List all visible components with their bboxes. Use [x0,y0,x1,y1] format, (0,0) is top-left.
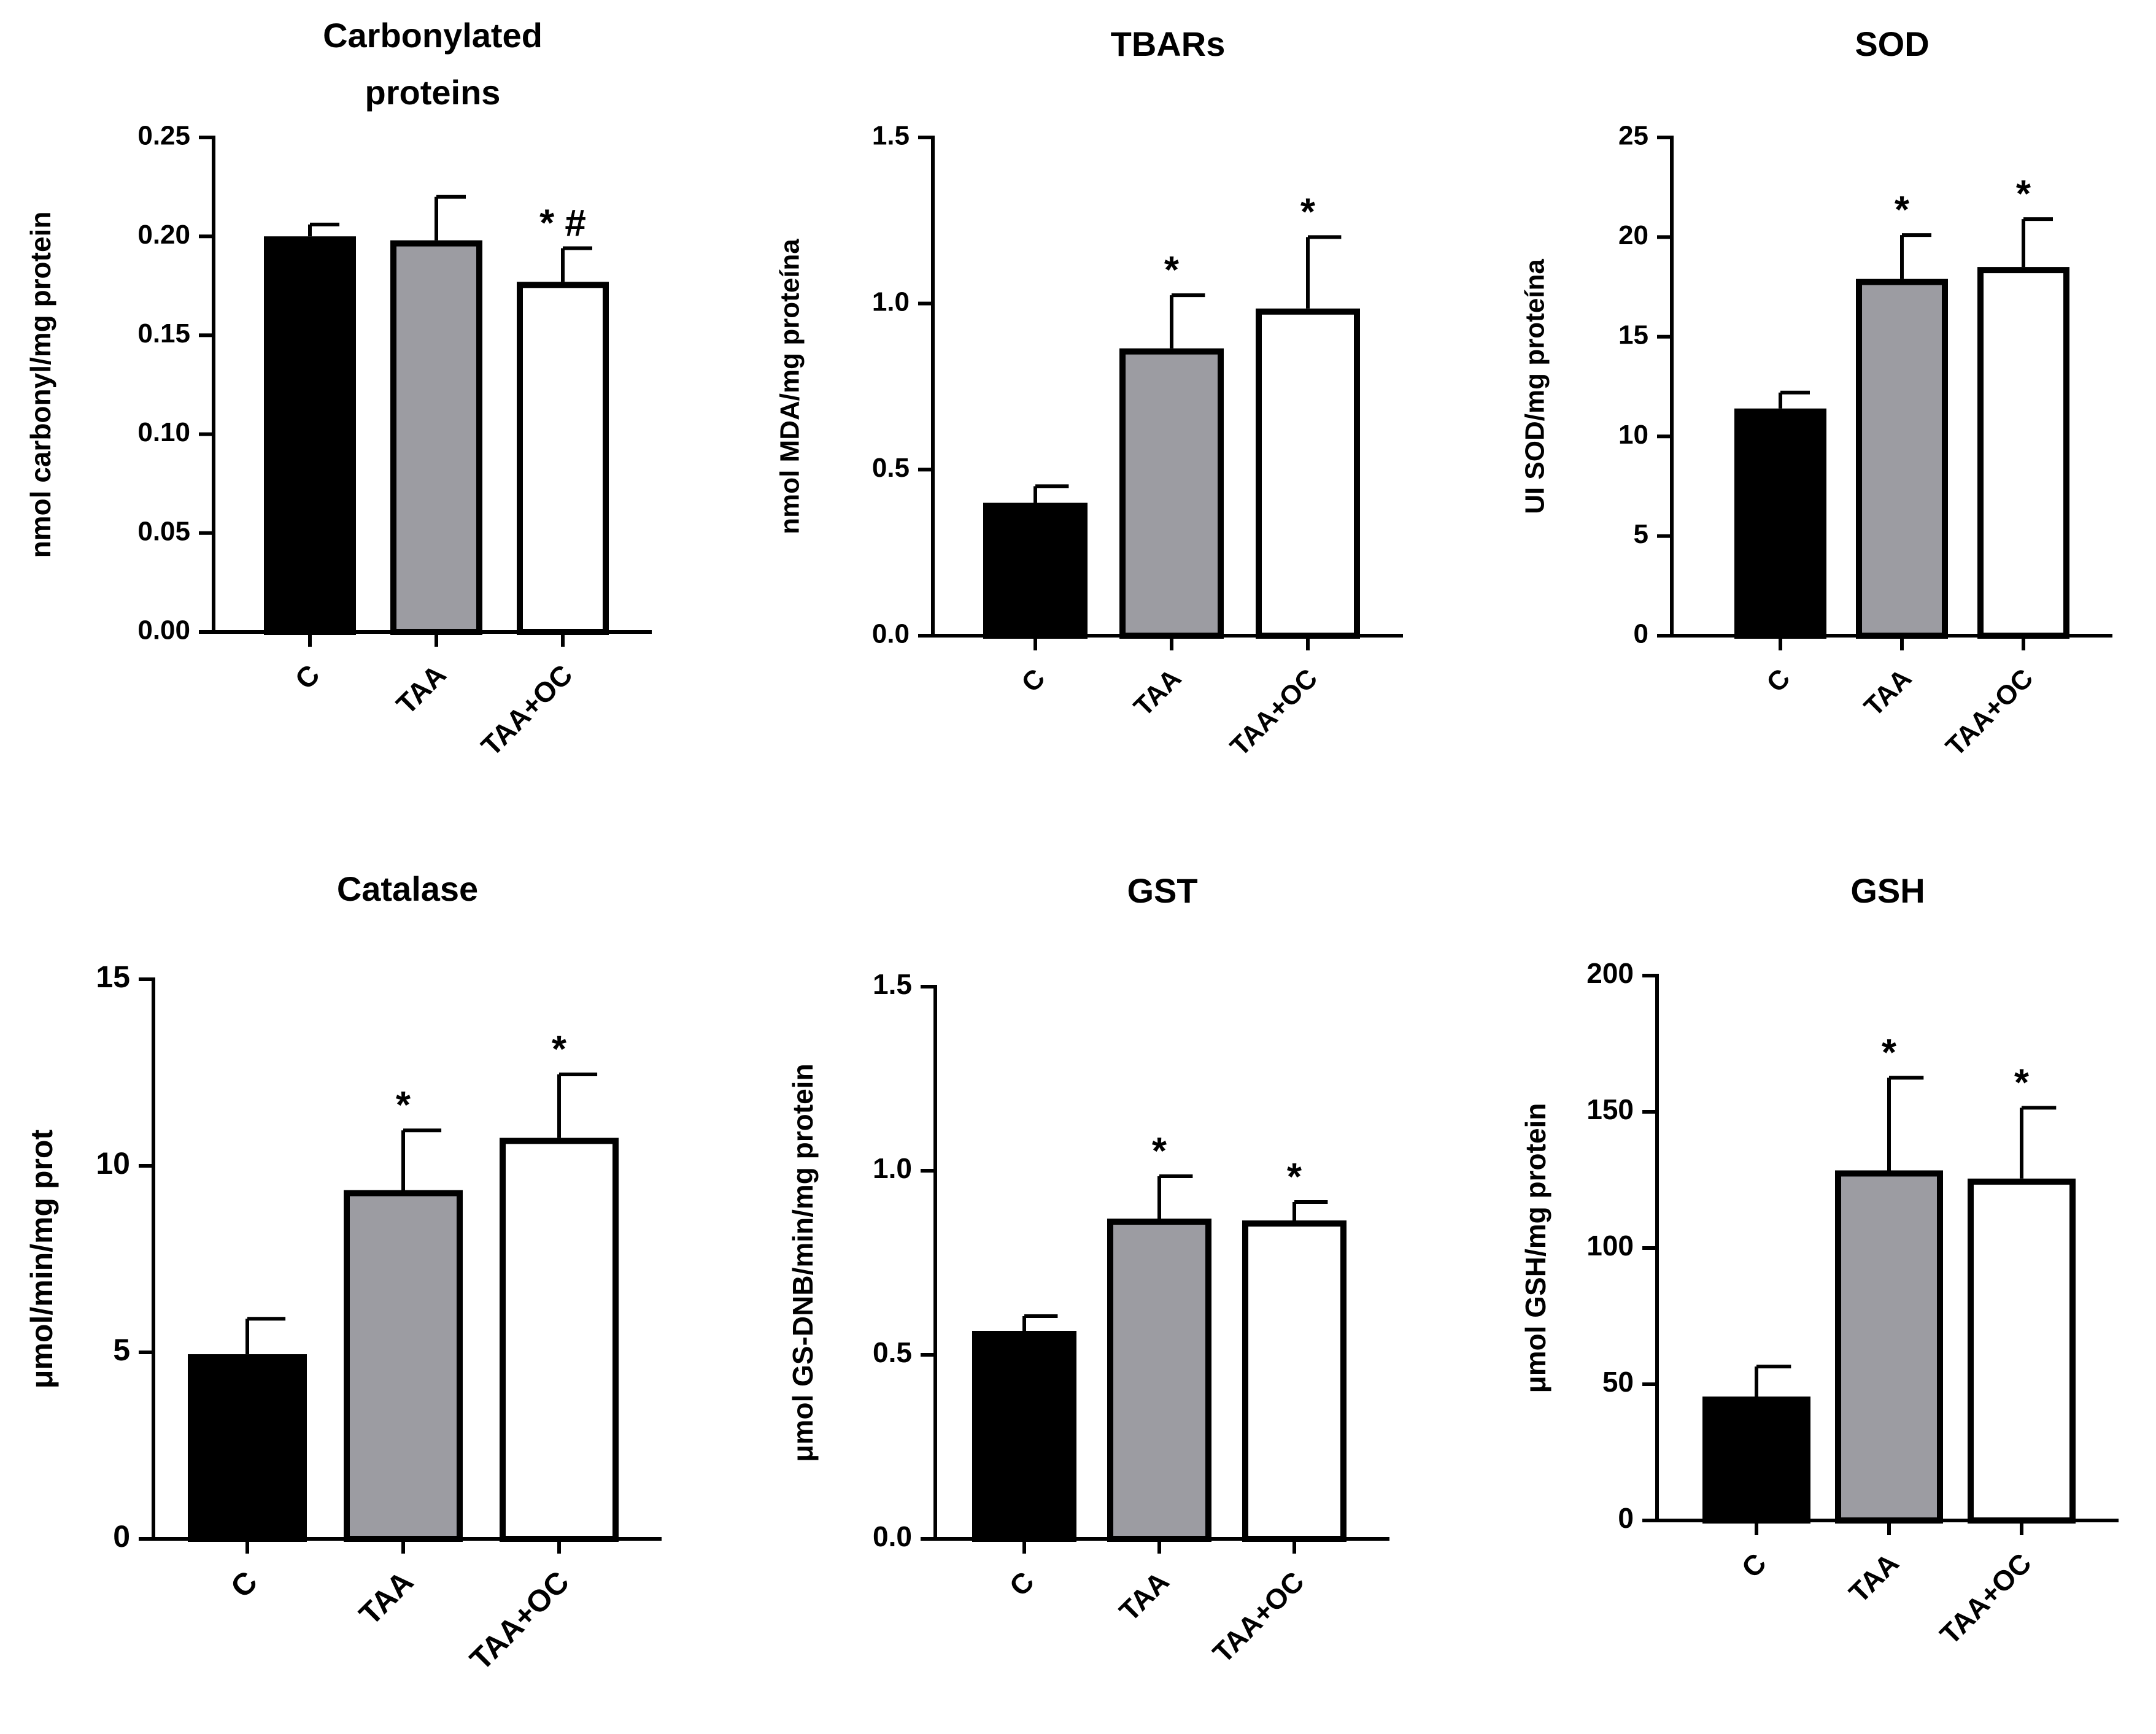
y-tick-label: 1.5 [872,121,910,151]
significance-marker: * [396,1084,411,1127]
y-tick-label: 0.20 [137,220,190,250]
bar-c [1734,408,1826,639]
bar-taa-oc [1242,1220,1347,1542]
bar-taa [1119,348,1224,639]
y-tick-label: 0.0 [873,1520,912,1552]
y-tick-label: 20 [1618,220,1648,250]
bar-taa-oc [1256,308,1360,639]
bar-c [264,236,356,635]
y-axis-label: μmol GS-DNB/min/mg protein [787,1063,819,1462]
y-tick-label: 50 [1602,1366,1634,1398]
y-tick-label: 0.15 [137,318,190,349]
bar-taa [1856,279,1948,639]
y-tick-label: 1.0 [873,1152,912,1184]
y-tick-label: 200 [1586,957,1634,989]
y-tick-label: 0.0 [872,619,910,649]
y-axis-label: μmol/min/mg prot [25,1130,59,1389]
x-tick-label: TAA+OC [463,1565,576,1677]
y-tick-label: 0.00 [137,615,190,645]
y-tick-label: 5 [1634,519,1648,549]
y-tick-label: 0.5 [872,453,910,483]
bar-taa [1835,1170,1943,1524]
x-tick-label: TAA [390,658,452,720]
significance-marker: * [1164,249,1180,291]
y-tick-label: 25 [1618,121,1648,151]
significance-marker: * [1287,1156,1302,1198]
x-tick-label: TAA [352,1565,420,1632]
y-tick-label: 15 [96,960,130,994]
x-tick-label: C [1016,663,1051,698]
chart-title: SOD [1855,25,1929,63]
y-tick-label: 10 [1618,420,1648,450]
y-tick-label: 10 [96,1146,130,1181]
y-tick-label: 0.25 [137,121,190,151]
x-tick-label: TAA+OC [1940,663,2039,762]
x-tick-label: TAA [1858,663,1917,722]
significance-marker: * [1152,1130,1167,1173]
y-tick-label: 15 [1618,320,1648,350]
y-tick-label: 5 [113,1333,130,1367]
x-tick-label: TAA+OC [1934,1547,2038,1651]
y-tick-label: 0 [1634,619,1648,649]
y-tick-label: 100 [1586,1230,1634,1262]
chart-title: TBARs [1111,25,1226,63]
significance-marker: * # [539,202,586,245]
x-tick-label: C [288,658,325,695]
y-tick-label: 150 [1586,1093,1634,1125]
x-tick-label: TAA+OC [475,658,579,762]
chart-title: Catalase [337,869,478,908]
chart-panel-1: Carbonylated proteins 0.00 0.05 0.10 0.15 0.20… [25,16,652,762]
x-tick-label: C [1761,663,1796,698]
y-tick-label: 0 [1618,1502,1634,1534]
y-tick-label: 1.5 [873,968,912,1000]
bar-taa-oc [500,1138,619,1542]
y-tick-label: 0.05 [137,516,190,546]
chart-panel-2: TBARs 0.0 0.5 1.0 1.5 nmol MDA/mg proteína C TA… [775,25,1403,762]
y-tick-label: 0.5 [873,1336,912,1368]
y-axis-label: nmol MDA/mg proteína [775,239,805,534]
bar-c [983,503,1088,639]
significance-marker: * [552,1028,567,1071]
significance-marker: * [2014,1062,2030,1104]
chart-title: GST [1127,871,1197,910]
bar-c [188,1354,307,1543]
significance-marker: * [1895,189,1910,231]
chart-panel-3: SOD 0 5 10 15 20 25 UI SOD/mg proteína C TAA * TAA+… [1520,25,2112,762]
significance-marker: * [1882,1032,1897,1074]
y-tick-label: 0 [113,1519,130,1554]
bar-taa-oc [517,282,609,635]
significance-marker: * [1300,191,1316,233]
x-tick-label: TAA+OC [1224,663,1323,762]
chart-panel-6: GSH 0 50 100 150 200 μmol GSH/mg protein C TAA * T… [1520,871,2119,1651]
chart-title: GSH [1850,871,1925,910]
bar-taa [390,240,482,635]
chart-panel-4: Catalase 0 5 10 15 μmol/min/mg prot C TAA * TAA+O… [25,869,662,1677]
bar-taa [344,1190,463,1542]
bar-taa-oc [1968,1178,2076,1524]
chart-panel-5: GST 0.0 0.5 1.0 1.5 μmol GS-DNB/min/mg protei… [787,871,1389,1669]
bar-c [972,1331,1076,1542]
x-tick-label: TAA [1842,1547,1904,1609]
y-axis-label: μmol GSH/mg protein [1520,1103,1551,1393]
y-axis-label: UI SOD/mg proteína [1520,259,1550,514]
x-tick-label: C [1735,1547,1772,1584]
x-tick-label: TAA [1128,663,1187,722]
y-tick-label: 0.10 [137,417,190,447]
chart-title: Carbonylated [323,16,543,55]
y-tick-label: 1.0 [872,287,910,317]
x-tick-label: TAA+OC [1207,1565,1310,1669]
significance-marker: * [2016,173,2031,215]
bar-taa [1107,1219,1211,1542]
bar-c [1702,1396,1810,1524]
x-tick-label: C [1003,1565,1040,1602]
bar-taa-oc [1977,267,2069,639]
x-tick-label: TAA [1113,1565,1175,1627]
chart-title: proteins [365,73,501,112]
y-axis-label: nmol carbonyl/mg protein [25,212,56,558]
x-tick-label: C [224,1565,264,1605]
